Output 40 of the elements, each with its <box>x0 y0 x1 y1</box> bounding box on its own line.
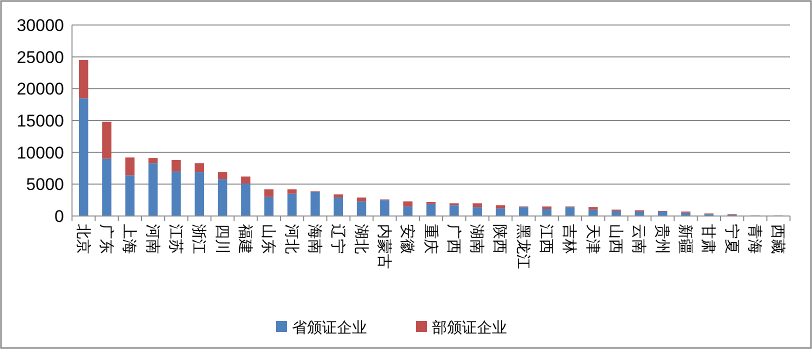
x-tick-label: 西藏 <box>769 224 786 254</box>
legend-label: 部颁证企业 <box>432 319 507 336</box>
x-tick-label: 河南 <box>144 224 161 254</box>
y-tick-label: 30000 <box>16 16 64 35</box>
y-tick-label: 0 <box>54 206 64 226</box>
x-tick-label: 上海 <box>120 224 138 254</box>
x-tick-label: 贵州 <box>653 224 670 254</box>
x-tick-label: 福建 <box>236 224 254 254</box>
legend-label: 省颁证企业 <box>292 319 367 336</box>
x-tick-label: 广东 <box>97 224 114 254</box>
x-tick-label: 湖北 <box>352 224 370 254</box>
x-tick-label: 海南 <box>306 224 323 254</box>
x-tick-label: 四川 <box>213 224 230 254</box>
x-tick-label: 天津 <box>584 224 601 254</box>
y-tick-label: 15000 <box>16 111 64 130</box>
x-tick-label: 青海 <box>746 224 764 254</box>
x-tick-label: 黑龙江 <box>514 224 532 269</box>
y-tick-label: 10000 <box>16 143 64 162</box>
x-tick-label: 云南 <box>630 224 648 254</box>
x-tick-label: 北京 <box>74 224 92 254</box>
x-tick-label: 辽宁 <box>329 224 346 254</box>
x-tick-label: 浙江 <box>190 224 208 254</box>
x-tick-label: 湖南 <box>468 224 486 254</box>
x-tick-label: 内蒙古 <box>375 224 392 269</box>
y-tick-label: 25000 <box>16 48 64 67</box>
x-tick-label: 山东 <box>260 224 277 254</box>
x-tick-label: 江苏 <box>166 224 184 254</box>
y-tick-label: 20000 <box>16 80 64 99</box>
x-tick-label: 甘肃 <box>700 224 717 254</box>
x-tick-label: 陕西 <box>491 224 508 254</box>
y-tick-label: 5000 <box>26 175 64 194</box>
x-tick-label: 广西 <box>444 224 462 254</box>
x-tick-label: 新疆 <box>676 224 694 254</box>
x-tick-label: 江西 <box>538 224 555 254</box>
x-tick-label: 重庆 <box>422 224 439 254</box>
x-tick-label: 河北 <box>282 224 300 254</box>
x-tick-label: 吉林 <box>560 224 578 254</box>
x-tick-label: 安徽 <box>398 224 416 254</box>
x-tick-label: 山西 <box>607 224 624 254</box>
x-tick-label: 宁夏 <box>722 224 740 254</box>
